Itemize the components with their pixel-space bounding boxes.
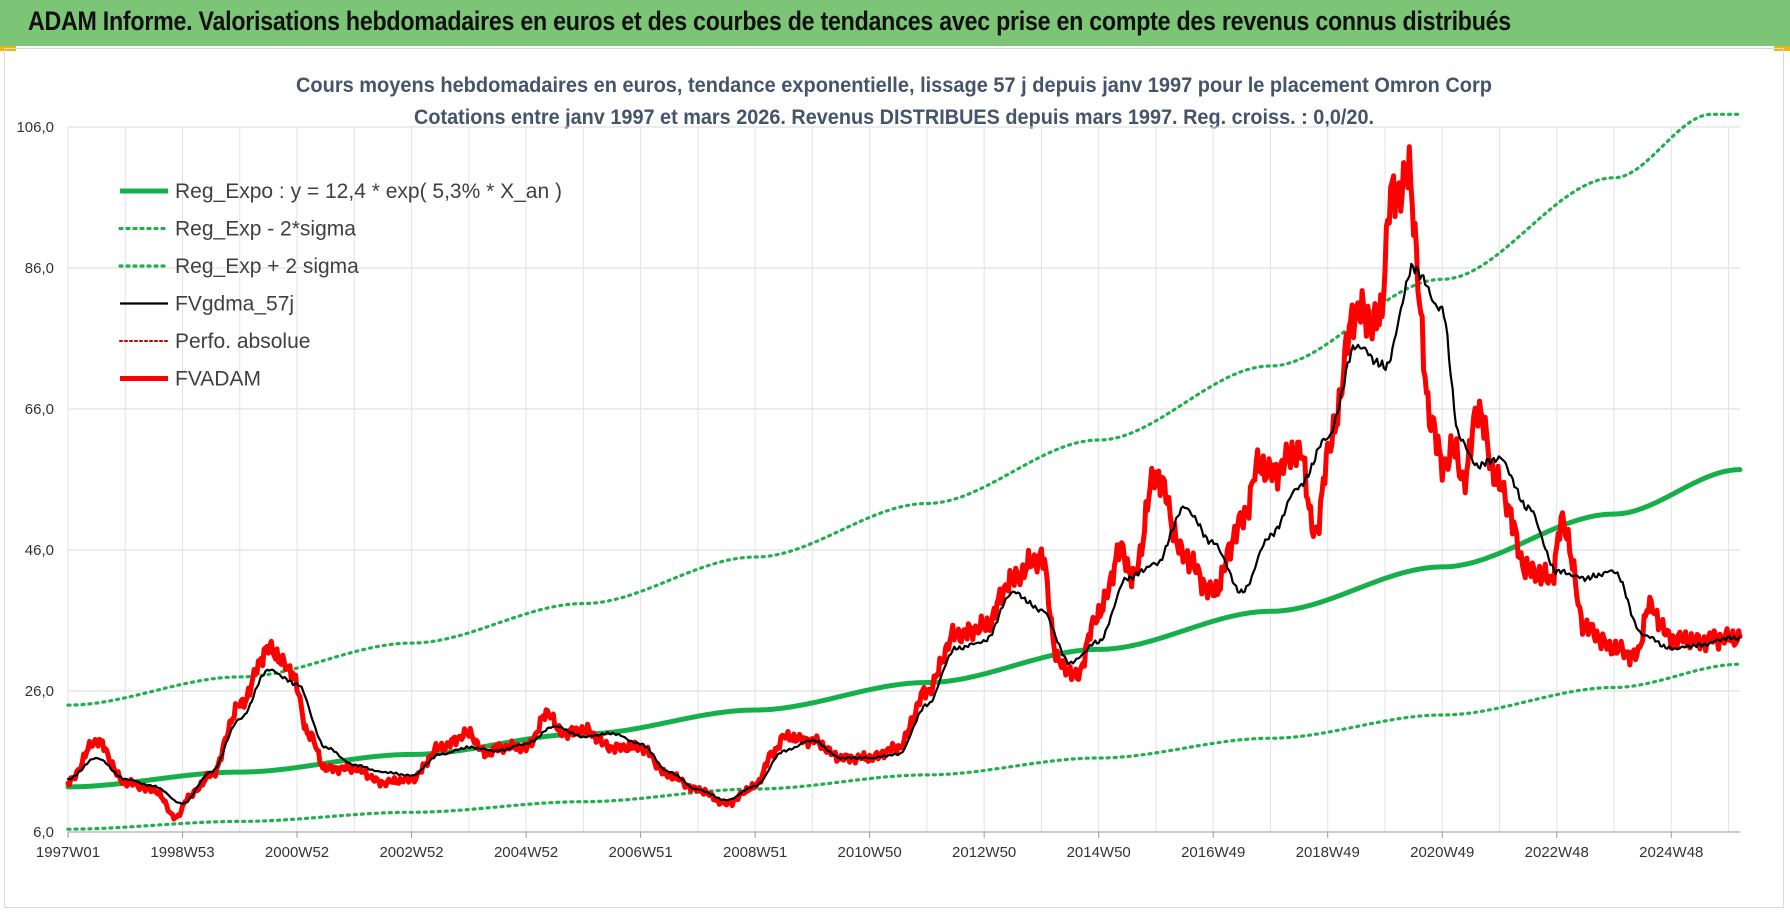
legend-label: FVADAM — [175, 368, 261, 391]
x-tick-label: 1997W01 — [36, 844, 100, 861]
legend-label: Reg_Exp + 2 sigma — [175, 255, 359, 278]
x-tick-label: 2022W48 — [1525, 844, 1589, 861]
chart-title: Cours moyens hebdomadaires en euros, ten… — [296, 74, 1492, 97]
header-banner: ADAM Informe. Valorisations hebdomadaire… — [0, 0, 1790, 46]
x-tick-label: 2020W49 — [1410, 844, 1474, 861]
x-tick-label: 2016W49 — [1181, 844, 1245, 861]
series-line-fvgdma-57j — [66, 262, 1741, 805]
y-tick-label: 66,0 — [25, 401, 54, 418]
y-tick-label: 26,0 — [25, 683, 54, 700]
x-tick-label: 2004W52 — [494, 844, 558, 861]
x-tick-label: 2000W52 — [265, 844, 329, 861]
series-line-fvadam — [65, 144, 1743, 822]
legend-label: Perfo. absolue — [175, 330, 310, 353]
x-tick-label: 2024W48 — [1639, 844, 1703, 861]
series-line-reg-exp-2-sigma — [66, 662, 1742, 831]
x-tick-label: 2012W50 — [952, 844, 1016, 861]
x-tick-label: 2008W51 — [723, 844, 787, 861]
page-title: ADAM Informe. Valorisations hebdomadaire… — [28, 6, 1511, 36]
legend-label: FVgdma_57j — [175, 293, 294, 316]
x-tick-label: 2002W52 — [379, 844, 443, 861]
y-tick-label: 6,0 — [33, 824, 54, 841]
x-tick-label: 2018W49 — [1296, 844, 1360, 861]
series-line-reg-exp-2-sigma — [66, 112, 1742, 707]
series-line-reg-expo-y-12-4-exp-5-3- — [65, 467, 1743, 790]
x-tick-label: 1998W53 — [150, 844, 214, 861]
y-tick-label: 46,0 — [25, 542, 54, 559]
y-tick-label: 106,0 — [16, 119, 54, 136]
x-tick-label: 2014W50 — [1067, 844, 1131, 861]
legend-label: Reg_Expo : y = 12,4 * exp( 5,3% * X_an ) — [175, 180, 562, 203]
legend-label: Reg_Exp - 2*sigma — [175, 218, 356, 241]
x-tick-label: 2010W50 — [838, 844, 902, 861]
y-tick-label: 86,0 — [25, 260, 54, 277]
chart-subtitle: Cotations entre janv 1997 et mars 2026. … — [414, 106, 1374, 129]
chart-frame — [4, 48, 1784, 908]
x-tick-label: 2006W51 — [608, 844, 672, 861]
